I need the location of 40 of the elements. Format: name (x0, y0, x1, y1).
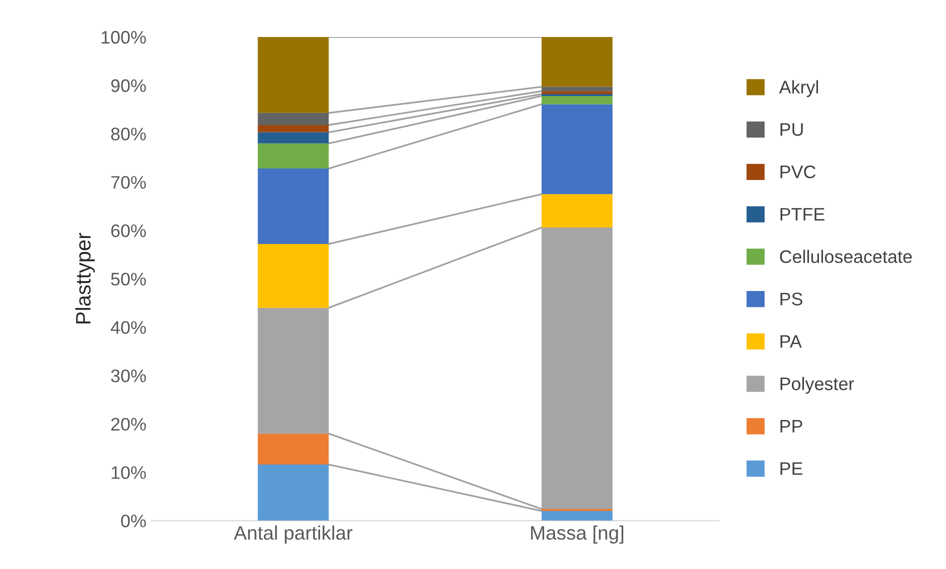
bar (542, 194, 613, 228)
legend-label: PU (780, 123, 803, 136)
bar (542, 86, 613, 92)
bar (258, 112, 329, 126)
y-tick-label: 50% (111, 272, 146, 286)
bar (542, 96, 613, 104)
legend-label: PE (780, 462, 802, 475)
y-tick-label: 60% (111, 224, 146, 238)
y-tick-label: 70% (111, 176, 146, 189)
legend-label: PS (780, 292, 802, 306)
x-tick-label: Massa [ng] (531, 525, 624, 544)
legend-label: Polyester (780, 376, 854, 394)
bar (258, 464, 329, 521)
bar (258, 244, 329, 308)
bar (258, 434, 329, 465)
bar (542, 91, 613, 94)
y-tick-label: 90% (111, 79, 146, 92)
y-tick-label: 20% (111, 418, 146, 431)
legend-label: PP (780, 420, 802, 432)
legend-label: Akryl (779, 80, 818, 98)
y-tick-label: 80% (111, 128, 146, 140)
bar (542, 510, 613, 521)
legend-label: PVC (780, 165, 816, 178)
y-tick-label: 30% (111, 369, 146, 382)
x-tick-label: Antal partiklar (234, 525, 352, 544)
legend-label: PA (780, 335, 802, 348)
y-tick-label: 10% (112, 466, 146, 479)
bar (258, 132, 329, 144)
legend-label: PTFE (780, 208, 824, 220)
legend-label: Celluloseacetate (780, 250, 912, 264)
bar (258, 143, 329, 169)
bar (258, 125, 329, 132)
y-axis-title: Plasttyper (75, 232, 95, 324)
bar (542, 36, 613, 87)
bar (542, 104, 613, 194)
y-tick-label: 100% (102, 30, 146, 44)
bar (258, 36, 329, 113)
bar (258, 168, 329, 244)
y-tick-label: 40% (110, 321, 146, 334)
y-tick-label: 0% (121, 514, 146, 528)
